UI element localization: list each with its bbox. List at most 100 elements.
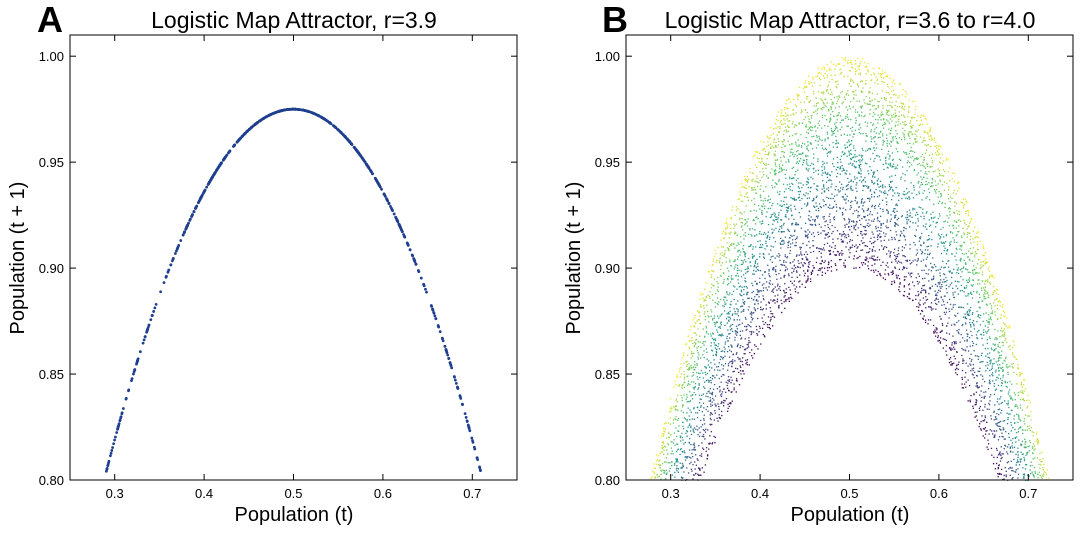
panel-b-point [815,224,817,226]
panel-b-point [756,317,759,320]
panel-b-point [860,240,863,242]
panel-b-point [980,400,982,402]
panel-b-point [858,115,860,117]
panel-b-point [706,304,708,306]
panel-b-point [776,146,778,148]
panel-b-point [928,154,931,156]
panel-b-point [836,269,838,271]
panel-b-point [731,345,733,347]
panel-b-point [757,291,759,293]
panel-b-point [926,239,928,241]
panel-a-point [225,153,229,157]
panel-b-point [903,136,906,139]
panel-b-point [660,469,662,471]
panel-b-point [943,303,945,306]
panel-b-point [779,190,781,193]
panel-b-point [894,222,896,224]
panel-b-point [918,281,920,283]
panel-b-point [813,183,815,185]
panel-b-point [810,233,813,235]
panel-b-point [764,233,767,235]
panel-b-point [994,338,996,340]
panel-b-point [907,284,910,286]
panel-b-point [998,464,1000,466]
panel-b-point [821,274,823,276]
panel-a-point [398,224,402,228]
panel-b-point [1014,394,1016,396]
panel-b-point [667,462,669,464]
panel-b-point [808,100,810,103]
panel-b-point [933,188,936,191]
panel-b-point [809,164,811,167]
panel-b-point [995,337,997,339]
panel-b-point [997,409,999,411]
panel-b-point [1000,329,1002,332]
panel-b-point [966,201,968,203]
panel-b-point [672,453,674,455]
panel-a-axes-frame [69,34,518,481]
panel-a-point [443,344,447,348]
panel-b-point [764,321,767,324]
panel-b-point [930,245,932,247]
panel-b-point [691,452,693,455]
panel-b-point [895,138,898,140]
panel-b-point [889,77,891,80]
panel-b-point [888,93,891,96]
panel-b-point [718,362,720,364]
panel-b-point [658,460,660,463]
panel-b-point [994,299,996,301]
panel-b-point [745,329,747,331]
panel-b-point [950,349,952,351]
panel-b-point [848,218,850,220]
panel-b-point [761,274,764,276]
panel-b-point [1016,461,1018,464]
panel-b-point [928,292,930,295]
panel-b-point [885,264,887,267]
panel-b-point [1009,466,1011,469]
panel-b-point [918,304,921,306]
panel-b-point [786,118,788,120]
panel-a-points [104,107,482,473]
panel-b-point [703,288,706,290]
panel-b-point [972,279,974,281]
panel-b-point [916,249,918,251]
panel-b-point [937,202,940,204]
panel-b-point [710,379,712,382]
panel-b-point [815,215,818,218]
panel-b-point [734,286,736,288]
panel-b-point [811,85,813,87]
panel-a-xtick-label: 0.4 [195,486,213,501]
panel-b-point [1011,478,1013,480]
panel-b-point [740,251,742,253]
panel-b-point [881,69,884,72]
panel-a-point [459,396,463,400]
panel-a-point [334,126,338,130]
panel-b-point [760,308,762,311]
panel-b-point [702,377,705,379]
panel-b-point [894,216,897,218]
panel-b-point [668,436,670,438]
panel-a-point [458,394,462,398]
panel-b-point [853,228,855,230]
panel-b-point [817,173,820,175]
panel-b-point [813,267,815,269]
panel-b-point [896,254,898,256]
panel-b-points [650,57,1050,482]
panel-b-point [762,149,764,151]
panel-b-point [756,181,759,183]
panel-b-point [805,281,807,284]
panel-b-point [988,433,990,435]
panel-b-point [761,327,764,330]
panel-b-point [796,237,798,240]
panel-b-point [907,219,910,221]
panel-b-point [783,115,785,117]
panel-b-point [689,462,691,465]
panel-b-point [848,70,850,72]
panel-b-point [825,203,827,206]
panel-b-point [802,265,804,267]
panel-b-point [1024,388,1026,390]
panel-b-point [687,384,689,386]
panel-b-point [909,248,911,250]
panel-b-point [750,312,753,314]
panel-b-point [720,321,722,323]
